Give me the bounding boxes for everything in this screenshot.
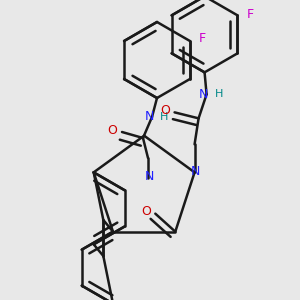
Text: N: N: [199, 88, 208, 101]
Text: H: H: [160, 112, 168, 122]
Text: F: F: [247, 8, 254, 21]
Text: N: N: [191, 165, 200, 178]
Text: O: O: [160, 104, 170, 117]
Text: H: H: [214, 89, 223, 99]
Text: F: F: [198, 32, 206, 46]
Text: N: N: [144, 169, 154, 182]
Text: O: O: [107, 124, 117, 136]
Text: N: N: [144, 110, 154, 124]
Text: O: O: [141, 205, 151, 218]
